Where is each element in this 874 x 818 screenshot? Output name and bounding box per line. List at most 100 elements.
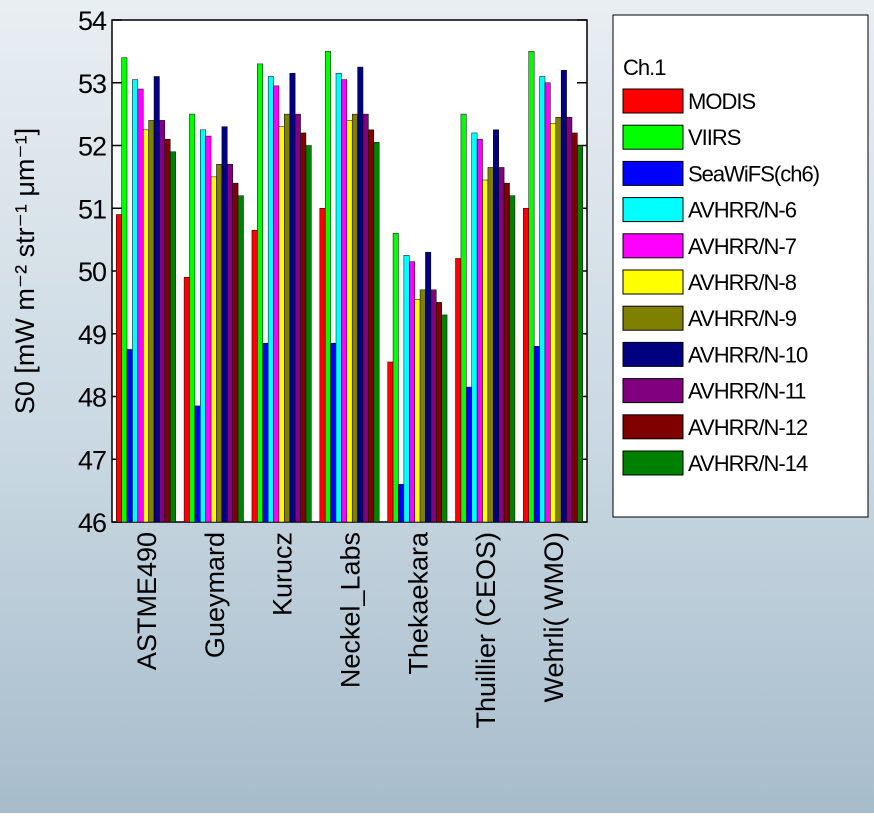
legend-label: AVHRR/N-10 xyxy=(688,342,808,367)
legend-label: AVHRR/N-8 xyxy=(688,270,797,295)
y-tick-label: 51 xyxy=(78,194,106,224)
x-tick-label: Neckel_Labs xyxy=(336,532,366,688)
bar xyxy=(153,76,160,523)
bar xyxy=(284,113,290,523)
bar xyxy=(482,179,489,523)
bar xyxy=(351,113,358,523)
bar xyxy=(132,79,139,523)
bar xyxy=(544,82,551,523)
bar xyxy=(471,132,478,523)
legend-label: AVHRR/N-14 xyxy=(688,451,808,476)
legend-swatch xyxy=(622,378,684,404)
legend-swatch xyxy=(622,305,684,331)
y-axis-label: S0 [mW m⁻² str⁻¹ μm⁻¹] xyxy=(10,128,40,414)
bar xyxy=(142,129,149,523)
bar xyxy=(392,233,399,523)
bar xyxy=(205,135,212,523)
legend-title: Ch.1 xyxy=(623,55,666,80)
bar xyxy=(289,73,296,523)
bar xyxy=(194,405,201,523)
y-tick-label: 50 xyxy=(78,257,106,287)
legend-swatch xyxy=(622,269,684,295)
bar xyxy=(300,132,307,523)
bar xyxy=(115,214,122,523)
bar xyxy=(126,349,133,523)
legend-swatch xyxy=(622,88,684,114)
y-tick-label: 54 xyxy=(78,6,107,36)
bar xyxy=(571,132,578,523)
legend-label: AVHRR/N-9 xyxy=(688,306,797,331)
bar xyxy=(273,85,280,523)
legend-label: AVHRR/N-11 xyxy=(688,379,806,404)
bar xyxy=(137,88,144,523)
bar xyxy=(498,167,505,523)
bar xyxy=(509,195,516,523)
bar xyxy=(368,129,375,523)
y-tick-label: 47 xyxy=(78,445,106,475)
bar xyxy=(159,120,166,523)
y-tick-label: 46 xyxy=(78,508,106,538)
bar xyxy=(387,361,394,523)
legend-swatch xyxy=(622,197,684,223)
x-tick-label: Thuillier (CEOS) xyxy=(471,532,501,729)
bar xyxy=(357,66,364,523)
x-tick-label: Wehrli( WMO) xyxy=(539,532,569,702)
bar xyxy=(200,129,206,523)
bar xyxy=(555,117,562,523)
legend-label: MODIS xyxy=(688,89,755,114)
bar xyxy=(183,277,190,523)
bar xyxy=(398,484,405,523)
legend-swatch xyxy=(622,124,684,150)
legend-swatch xyxy=(622,233,684,259)
bar xyxy=(560,69,567,523)
legend-swatch xyxy=(622,341,684,367)
bar xyxy=(189,113,196,523)
bar xyxy=(319,208,326,523)
legend-swatch xyxy=(622,160,684,186)
y-tick-label: 48 xyxy=(78,383,106,413)
bar xyxy=(566,117,573,523)
bar xyxy=(523,208,530,523)
bar xyxy=(460,113,467,523)
bar xyxy=(341,79,348,523)
legend-label: AVHRR/N-6 xyxy=(688,198,797,223)
bar xyxy=(335,73,342,523)
legend-label: AVHRR/N-12 xyxy=(688,415,808,440)
bar xyxy=(267,76,274,523)
bar xyxy=(577,145,584,523)
bar xyxy=(121,57,128,523)
bar xyxy=(409,261,415,523)
bar xyxy=(436,302,442,523)
legend-swatch xyxy=(622,414,684,440)
x-tick-label: Kurucz xyxy=(268,532,298,616)
y-tick-label: 49 xyxy=(78,320,106,350)
bar xyxy=(487,167,494,523)
bar xyxy=(419,289,426,523)
bar xyxy=(251,229,258,523)
x-tick-label: Gueymard xyxy=(200,532,230,658)
bar xyxy=(278,126,285,523)
bar xyxy=(330,342,337,523)
bar xyxy=(425,251,432,523)
bar xyxy=(148,120,155,523)
bar xyxy=(528,51,535,523)
x-tick-label: Thekaekara xyxy=(403,531,433,675)
bar xyxy=(455,258,462,523)
bar xyxy=(533,346,540,523)
x-tick-label: ASTME490 xyxy=(132,532,162,670)
bar xyxy=(305,145,312,523)
y-tick-label: 52 xyxy=(78,132,106,162)
legend-swatch xyxy=(622,450,684,476)
legend-label: AVHRR/N-7 xyxy=(688,234,797,259)
bar xyxy=(210,176,217,523)
y-tick-label: 53 xyxy=(78,69,106,99)
bar xyxy=(169,151,176,523)
bar xyxy=(441,314,448,523)
bar xyxy=(324,51,331,523)
legend-label: SeaWiFS(ch6) xyxy=(688,161,819,186)
bar xyxy=(539,76,546,523)
bar xyxy=(476,138,483,523)
bar xyxy=(403,255,410,523)
bar xyxy=(237,195,244,523)
